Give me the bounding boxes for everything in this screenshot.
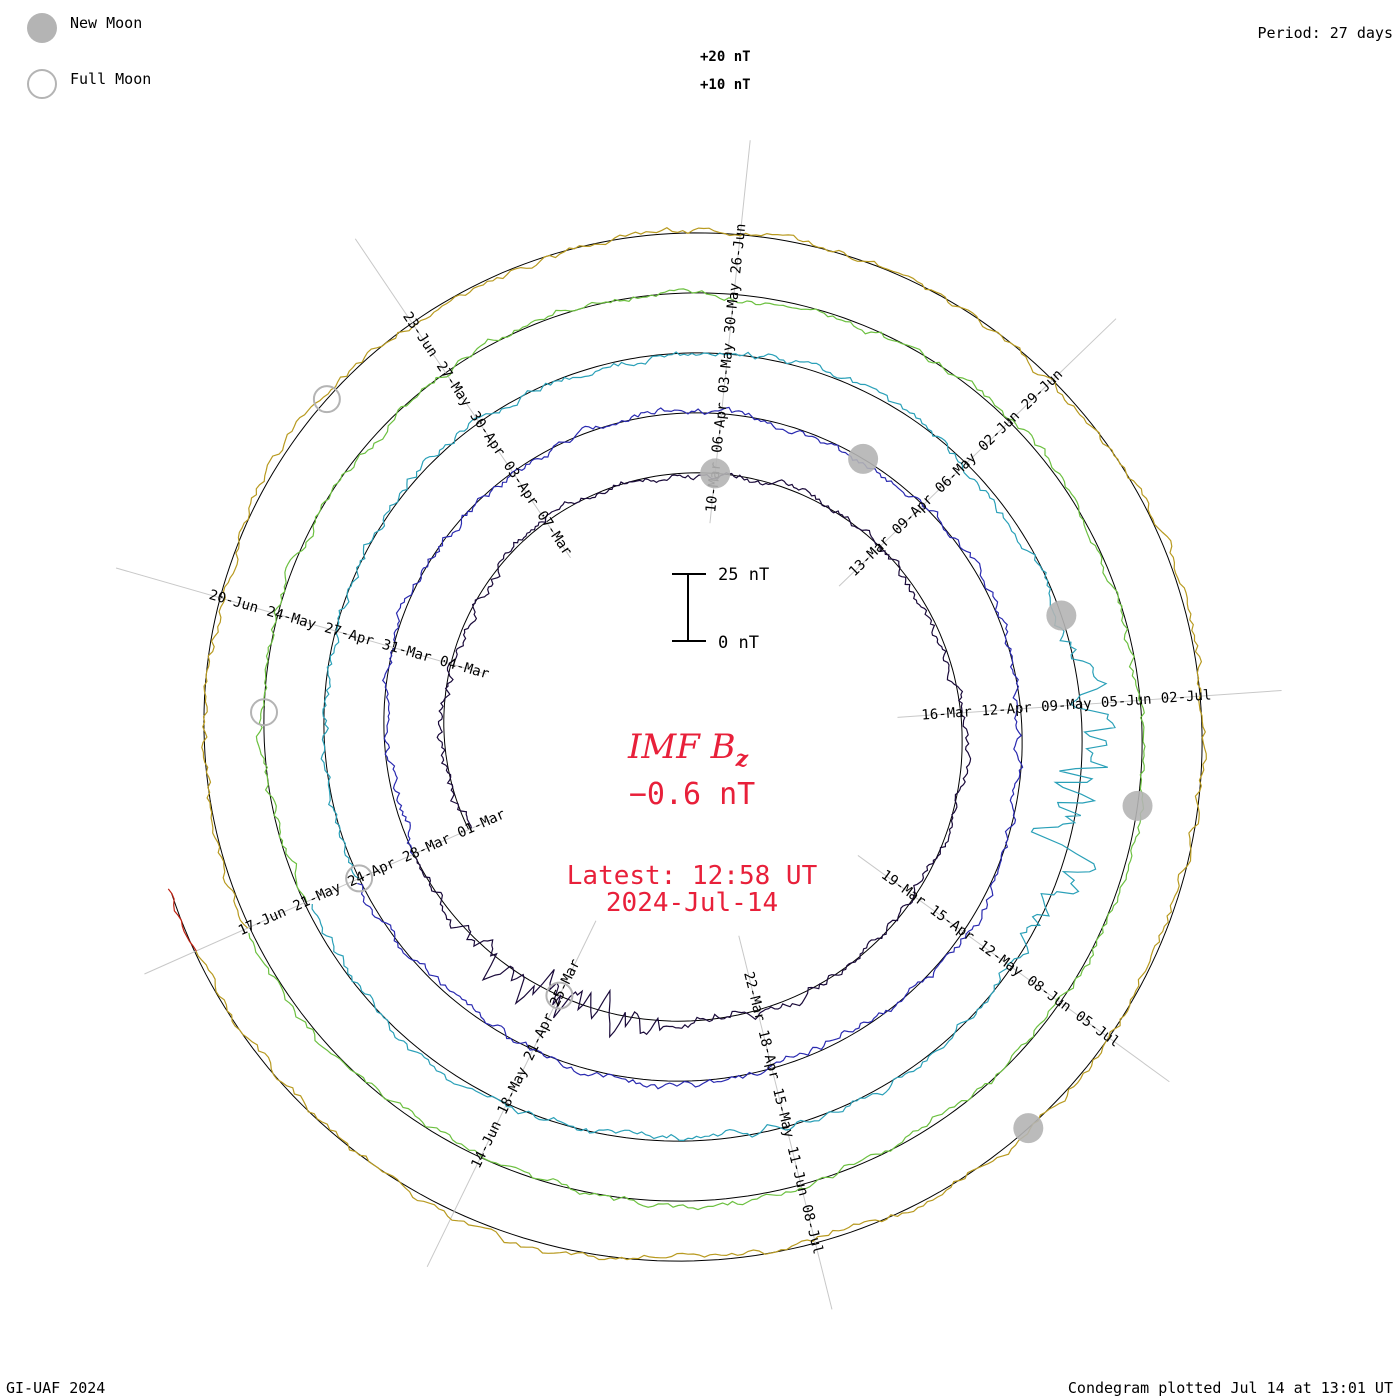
new-moon-marker	[848, 443, 879, 474]
new-moon-marker	[1046, 600, 1077, 631]
date-label: 27-Apr	[322, 620, 375, 649]
bz-trace-rotation-5	[195, 226, 1207, 1261]
bz-trace-rotation-4	[248, 288, 1146, 1211]
full-moon-marker	[312, 385, 341, 414]
date-label: 15-Apr	[927, 902, 977, 945]
date-label: 30-May	[722, 282, 743, 334]
date-label: 19-Mar	[878, 867, 928, 910]
date-label: 22-Mar	[740, 970, 768, 1023]
ring-scale-plus10: +10 nT	[700, 77, 751, 93]
footer-credit: GI-UAF 2024	[6, 1379, 105, 1397]
date-label: 21-Apr	[521, 1011, 558, 1063]
scale-bar-bottom-label: 0 nT	[718, 633, 759, 653]
ring-scale-plus20: +20 nT	[700, 49, 751, 65]
bz-trace-rotation-6	[167, 888, 197, 952]
new-moon-marker	[1013, 1113, 1044, 1144]
scale-bar-top-label: 25 nT	[718, 565, 769, 585]
date-label: 13-Mar	[846, 533, 893, 580]
new-moon-marker	[1122, 790, 1153, 821]
date-label: 08-Jun	[1024, 973, 1074, 1016]
baseline-spiral	[171, 232, 1203, 1262]
date-label: 09-Apr	[889, 491, 936, 538]
new-moon-marker	[700, 458, 731, 489]
full-moon-legend-label: Full Moon	[70, 70, 151, 88]
date-label: 27-May	[433, 359, 475, 410]
new-moon-legend-label: New Moon	[70, 14, 142, 32]
full-moon-marker	[250, 698, 279, 727]
date-label: 23-Jun	[399, 309, 441, 360]
radial-spoke	[857, 855, 1170, 1083]
chart-title-main: IMF B	[627, 727, 736, 767]
bz-trace-rotation-3	[311, 351, 1116, 1141]
date-label: 15-May	[769, 1087, 797, 1140]
moon-layer	[250, 385, 1153, 1144]
date-label: 05-Jul	[1072, 1008, 1122, 1051]
date-label: 30-Apr	[466, 409, 508, 460]
date-label: 24-Apr	[346, 855, 399, 890]
latest-time: Latest: 12:58 UT	[567, 861, 818, 891]
radial-spoke	[738, 935, 833, 1310]
current-value: −0.6 nT	[629, 777, 755, 812]
new-moon-legend-icon	[27, 13, 57, 43]
date-label: 16-Mar	[921, 704, 973, 723]
data-layer	[167, 226, 1207, 1261]
date-label: 20-Jun	[207, 587, 260, 616]
date-label: 18-Apr	[755, 1028, 783, 1081]
date-label: 31-Mar	[380, 637, 433, 666]
chart-title: IMF Bz	[627, 727, 749, 772]
grid-layer	[115, 140, 1282, 1310]
date-label: 02-Jul	[1160, 687, 1212, 706]
date-label: 11-Jun	[784, 1145, 812, 1198]
radial-spoke	[144, 816, 497, 975]
date-label: 07-Mar	[533, 508, 575, 559]
date-label: 02-Jun	[976, 408, 1023, 455]
date-label: 14-Jun	[468, 1119, 505, 1171]
date-label: 12-Apr	[981, 700, 1033, 719]
latest-date: 2024-Jul-14	[606, 888, 778, 918]
period-label: Period: 27 days	[1258, 24, 1393, 42]
full-moon-legend-icon	[27, 69, 57, 99]
date-label: 29-Jun	[1019, 366, 1066, 413]
footer-plotted: Condegram plotted Jul 14 at 13:01 UT	[1068, 1379, 1393, 1397]
radial-spoke	[838, 318, 1117, 587]
date-label: 26-Jun	[728, 223, 749, 275]
bz-trace-rotation-2	[357, 406, 1024, 1090]
radial-spoke	[426, 920, 597, 1268]
date-label: 03-Apr	[500, 458, 542, 509]
date-label: 12-May	[975, 938, 1025, 981]
date-label: 17-Jun	[236, 904, 289, 939]
radial-spoke	[115, 567, 487, 675]
radial-spoke	[354, 238, 571, 559]
full-moon-marker	[345, 864, 374, 893]
date-label: 21-May	[291, 880, 344, 915]
bz-trace-rotation-1	[414, 472, 972, 1039]
chart-title-subscript: z	[735, 746, 749, 772]
date-label: 04-Mar	[438, 653, 491, 682]
date-label: 03-May	[716, 342, 737, 394]
date-label: 09-May	[1041, 696, 1093, 715]
date-label: 08-Jul	[798, 1203, 826, 1256]
date-label: 06-Apr	[709, 402, 730, 454]
full-moon-marker	[545, 981, 574, 1010]
date-label: 05-Jun	[1100, 692, 1152, 711]
